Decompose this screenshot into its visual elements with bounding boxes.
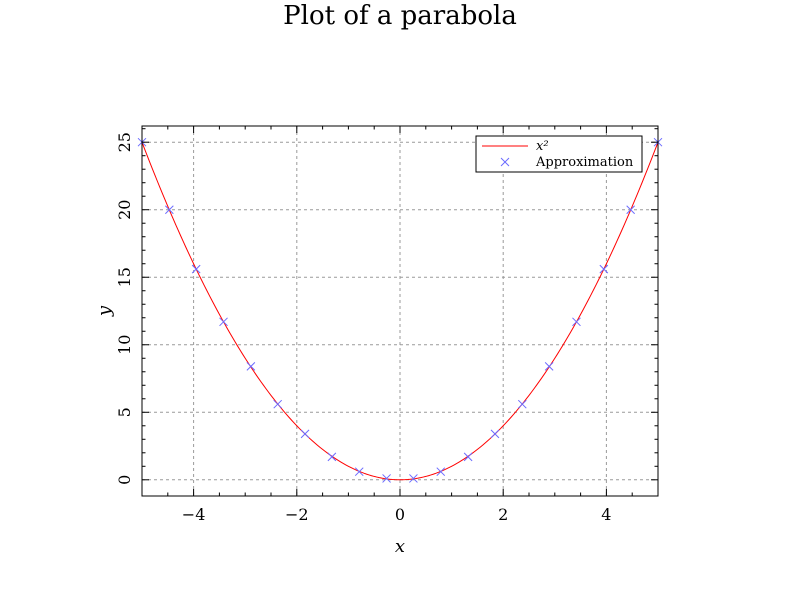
approximation-point [572,317,581,327]
legend-box [475,135,643,173]
y-tick-label: 25 [115,132,134,152]
approximation-point [191,264,201,274]
series-line-x-squared [141,142,659,481]
x-tick-label: 2 [498,505,508,524]
approximation-point [164,205,174,215]
legend-label-approximation: Approximation [535,155,634,170]
approximation-point [599,264,609,274]
x-tick-label: −2 [285,505,309,524]
chart-title: Plot of a parabola [283,1,517,31]
x-tick-label: 0 [395,505,405,524]
approximation-point [327,452,337,462]
approximation-point [382,474,391,483]
approximation-point [354,467,364,477]
y-tick-label: 5 [115,407,134,417]
approximation-point [517,399,527,409]
approximation-point [300,429,310,439]
grid-lines [142,126,658,496]
legend-label-x-squared: x² [536,139,549,154]
approximation-point [409,474,418,483]
approximation-point [463,452,473,462]
y-axis-label: y [94,305,115,317]
series-layer [137,137,663,483]
approximation-point [273,399,283,409]
x-tick-label: −4 [182,505,206,524]
y-tick-label: 20 [115,200,134,220]
y-tick-label: 15 [115,267,134,287]
y-tick-label: 10 [115,335,134,355]
approximation-point [219,317,228,327]
x-tick-label: 4 [601,505,611,524]
approximation-point [626,205,636,215]
tick-labels: −4 −2 0 2 4 0 5 10 15 20 25 [115,132,611,524]
approximation-point [436,467,446,477]
x-axis-label: x [395,536,405,557]
legend-swatch-marker [500,157,510,167]
approximation-point [490,429,500,439]
y-tick-label: 0 [115,475,134,485]
approximation-point [544,362,554,371]
approximation-point [246,362,256,371]
tick-marks [141,126,659,496]
